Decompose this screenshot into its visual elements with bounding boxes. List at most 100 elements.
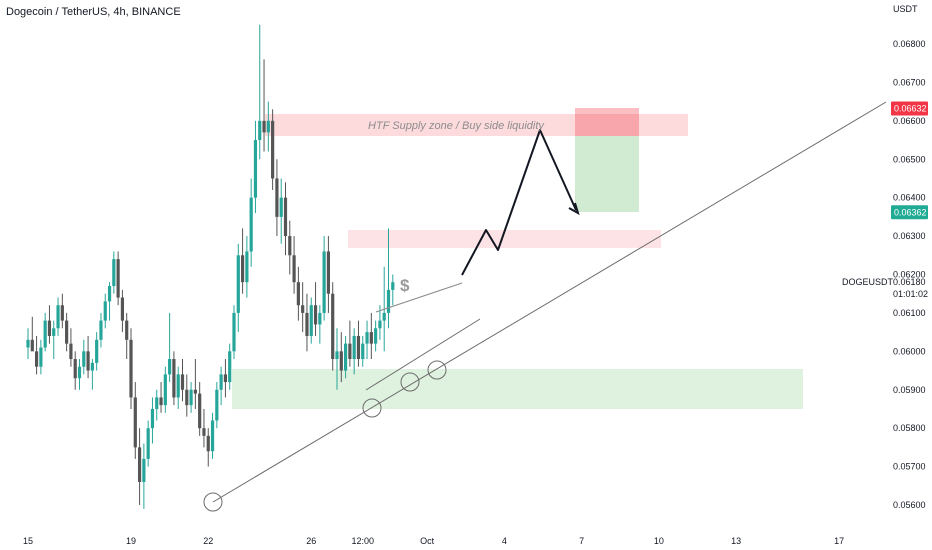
countdown-label: 01:01:02 <box>893 289 928 299</box>
drawings-layer: HTF Supply zone / Buy side liquidity $ <box>203 101 887 512</box>
candle <box>275 159 279 237</box>
candle-body <box>150 408 155 429</box>
candle-body <box>339 351 343 371</box>
candle-body <box>275 178 279 217</box>
candle <box>283 182 288 256</box>
candle-body <box>82 351 86 367</box>
candle-body <box>172 359 176 398</box>
candle <box>374 320 378 352</box>
candle <box>292 236 296 294</box>
candle-body <box>39 347 43 367</box>
candle <box>129 328 133 409</box>
candle-body <box>279 197 283 217</box>
price-tag-bg <box>891 205 928 220</box>
candle <box>90 359 94 390</box>
price-tag-bg <box>891 101 928 116</box>
candle-body <box>391 282 395 290</box>
y-tick-label: 0.06700 <box>893 77 926 87</box>
candle-body <box>356 335 361 360</box>
take-profit-zone <box>575 136 639 212</box>
candle <box>52 320 56 360</box>
candle <box>245 236 249 298</box>
candle-body <box>253 140 258 198</box>
y-tick-label: 0.06400 <box>893 193 926 203</box>
candle-body <box>30 339 34 352</box>
candle-body <box>386 289 391 313</box>
candle-body <box>146 428 150 459</box>
candle <box>266 101 270 152</box>
candle <box>228 343 232 390</box>
candle <box>168 312 172 383</box>
candle <box>249 178 253 267</box>
candle <box>60 293 64 329</box>
candle-body <box>296 282 300 306</box>
candle-body <box>245 251 249 283</box>
candle <box>163 366 167 413</box>
candle <box>137 428 142 505</box>
candle-body <box>65 320 69 344</box>
x-tick-label: 17 <box>834 536 844 546</box>
candle <box>356 320 361 367</box>
candle <box>232 305 236 360</box>
y-tick-label: 0.06600 <box>893 116 926 126</box>
candle-body <box>26 339 30 348</box>
candle <box>77 359 82 390</box>
x-tick-label: 4 <box>502 536 507 546</box>
candle <box>210 412 215 459</box>
candle-body <box>326 251 331 294</box>
candle <box>386 228 391 329</box>
y-tick-label: 0.06500 <box>893 154 926 164</box>
chart-title: Dogecoin / TetherUS, 4h, BINANCE <box>6 6 181 18</box>
candle-body <box>112 259 116 287</box>
candle <box>107 282 112 321</box>
candle <box>279 178 283 244</box>
x-tick-label: 26 <box>306 536 316 546</box>
x-tick-label: 13 <box>731 536 741 546</box>
channel-lower-line <box>365 318 481 391</box>
currency-label: USDT <box>893 4 918 14</box>
candle <box>369 312 373 360</box>
supply-zone-label: HTF Supply zone / Buy side liquidity <box>368 120 545 132</box>
candle <box>318 305 322 344</box>
y-tick-label: 0.06200 <box>893 270 926 280</box>
price-tag-text: 0.06632 <box>894 104 927 114</box>
x-tick-label: 19 <box>126 536 136 546</box>
candle <box>219 366 223 406</box>
candle <box>339 332 343 383</box>
candle <box>335 328 339 390</box>
candle <box>82 339 86 375</box>
candle-body <box>365 332 369 344</box>
candle <box>125 312 129 360</box>
candle-body <box>73 359 77 379</box>
candle <box>120 289 125 333</box>
candle <box>343 335 348 379</box>
price-tag-red: 0.06632 <box>891 101 928 116</box>
candle <box>112 251 116 294</box>
candle-body <box>163 374 167 406</box>
candle <box>103 293 107 329</box>
candle-body <box>258 120 262 141</box>
touch-circle <box>203 492 223 512</box>
candle <box>159 382 163 413</box>
candle <box>86 335 90 379</box>
candle-body <box>43 320 47 348</box>
touch-circle <box>362 398 382 418</box>
candle <box>26 328 30 360</box>
projection-arrowhead <box>568 202 580 216</box>
candle-body <box>288 236 292 256</box>
candle-body <box>47 320 52 336</box>
candle-body <box>271 120 275 179</box>
candle <box>69 328 73 367</box>
candle <box>176 366 180 409</box>
current-price-label: 0.06180 <box>893 277 926 287</box>
candle-body <box>215 389 219 421</box>
candle <box>236 243 240 333</box>
candle <box>180 359 185 402</box>
candle <box>142 443 146 509</box>
candle <box>189 382 193 413</box>
candle-body <box>301 305 305 313</box>
candle-body <box>133 397 137 448</box>
candle-body <box>219 374 223 390</box>
